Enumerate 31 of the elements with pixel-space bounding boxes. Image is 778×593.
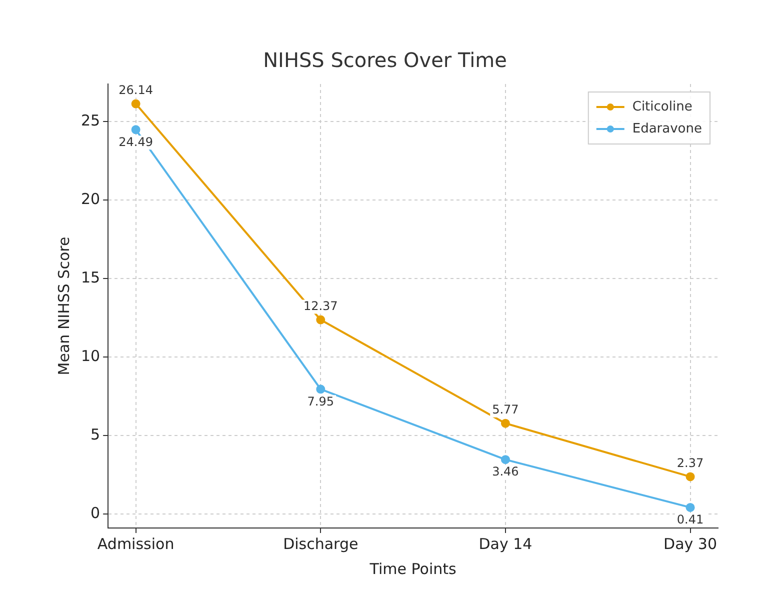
legend-label: Citicoline: [632, 99, 692, 114]
data-label: 3.46: [492, 464, 519, 479]
y-tick-label: 25: [80, 112, 100, 130]
point: [500, 418, 510, 428]
y-tick-label: 20: [80, 190, 100, 208]
data-label: 2.37: [676, 456, 704, 470]
x-tick-label: Day 14: [478, 534, 532, 553]
data-label: 24.49: [118, 134, 153, 149]
x-tick-label: Discharge: [283, 534, 358, 553]
y-tick-label: 0: [90, 504, 100, 522]
data-label: 7.95: [307, 394, 334, 408]
data-label: 5.77: [492, 402, 519, 416]
point: [686, 472, 695, 482]
legend-label: Edaravone: [632, 121, 702, 136]
y-tick-label: 15: [80, 268, 100, 286]
point: [500, 455, 510, 464]
point: [686, 502, 695, 512]
point: [131, 99, 140, 108]
chart-title: NIHSS Scores Over Time: [263, 48, 507, 72]
x-tick-label: Admission: [97, 534, 174, 553]
y-axis-title: Mean NIHSS Score: [54, 236, 73, 376]
data-label: 0.41: [676, 512, 704, 527]
y-tick-label: 10: [80, 346, 100, 365]
data-label: 26.14: [118, 82, 153, 97]
data-label: 12.37: [303, 298, 338, 313]
point: [131, 125, 140, 134]
x-axis-title: Time Points: [368, 560, 456, 578]
y-tick-label: 5: [90, 425, 100, 444]
point: [316, 384, 326, 394]
x-tick-label: Day 30: [664, 534, 718, 553]
point: [316, 315, 326, 324]
